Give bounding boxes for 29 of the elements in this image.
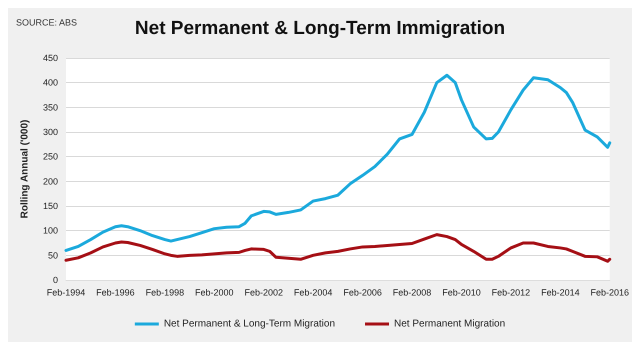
y-tick-label: 100 xyxy=(42,226,58,236)
x-tick-label: Feb-2000 xyxy=(195,288,234,298)
x-tick-label: Feb-2014 xyxy=(541,288,580,298)
y-tick-label: 350 xyxy=(42,102,58,112)
y-tick-label: 300 xyxy=(42,127,58,137)
x-tick-label: Feb-2004 xyxy=(294,288,332,298)
x-tick-label: Feb-1994 xyxy=(46,288,86,298)
x-tick-label: Feb-2006 xyxy=(343,288,382,298)
legend-label: Net Permanent Migration xyxy=(394,318,506,330)
y-tick-label: 250 xyxy=(42,152,58,162)
line-series xyxy=(64,233,612,263)
y-tick-label: 50 xyxy=(48,250,58,260)
x-tick-label: Feb-2016 xyxy=(590,288,629,298)
x-tick-label: Feb-2008 xyxy=(392,288,432,298)
y-tick-label: 200 xyxy=(42,176,58,186)
chart-title: Net Permanent & Long-Term Immigration xyxy=(134,18,506,39)
x-tick-label: Feb-1998 xyxy=(146,288,184,298)
y-axis-title: Rolling Annual ('000) xyxy=(20,120,30,218)
y-tick-label: 150 xyxy=(42,201,58,211)
source-note: SOURCE: ABS xyxy=(16,18,78,28)
x-tick-label: Feb-2002 xyxy=(244,288,283,298)
y-tick-label: 400 xyxy=(42,78,58,88)
line-series xyxy=(64,74,612,252)
y-tick-label: 0 xyxy=(52,275,58,285)
x-tick-label: Feb-1996 xyxy=(96,288,135,298)
x-tick-label: Feb-2010 xyxy=(442,288,481,298)
y-tick-label: 450 xyxy=(42,53,58,63)
legend-label: Net Permanent & Long-Term Migration xyxy=(164,318,336,330)
x-tick-label: Feb-2012 xyxy=(492,288,530,298)
